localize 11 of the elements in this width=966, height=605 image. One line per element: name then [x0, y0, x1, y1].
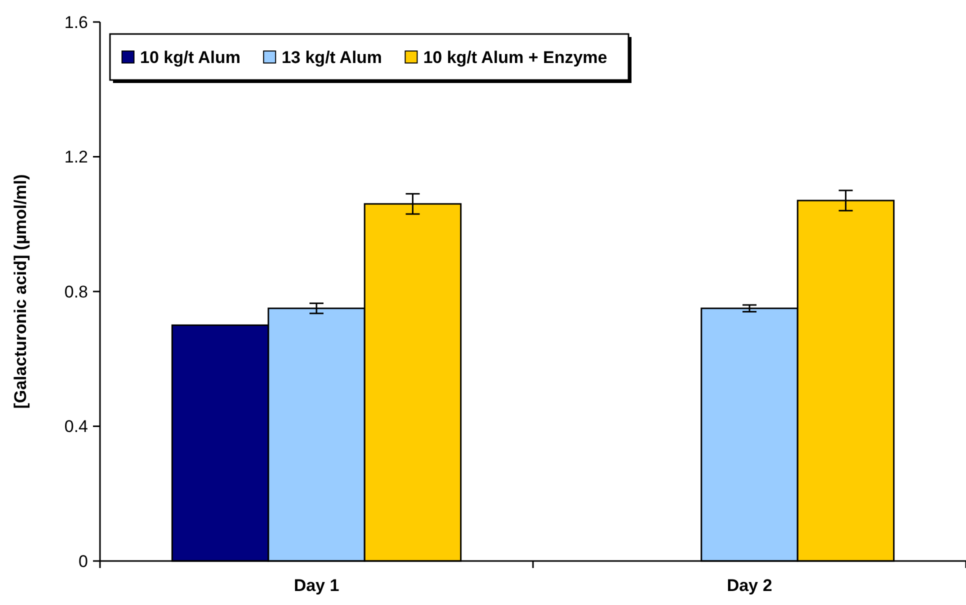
- y-tick-label: 0.4: [64, 417, 88, 436]
- y-tick-label: 0.8: [64, 282, 88, 302]
- legend-label: 10 kg/t Alum + Enzyme: [423, 48, 608, 67]
- y-tick-label: 0: [78, 552, 88, 571]
- legend-label: 13 kg/t Alum: [282, 48, 382, 67]
- x-tick-label: Day 1: [294, 576, 340, 595]
- y-axis-title: [Galacturonic acid] (µmol/ml): [11, 174, 30, 409]
- x-tick-label: Day 2: [726, 576, 772, 595]
- legend-label: 10 kg/t Alum: [140, 48, 240, 67]
- y-tick-label: 1.6: [64, 12, 88, 32]
- y-tick-label: 1.2: [64, 148, 88, 167]
